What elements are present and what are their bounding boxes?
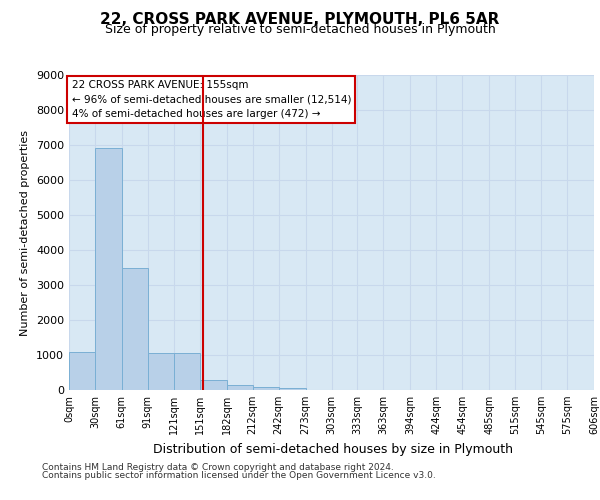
Bar [253,386,278,390]
Bar [148,353,174,390]
Bar [95,148,122,390]
Bar [227,385,253,390]
Text: Distribution of semi-detached houses by size in Plymouth: Distribution of semi-detached houses by … [153,442,513,456]
Bar [200,380,227,390]
Bar [122,268,148,390]
Bar [278,388,305,390]
Bar [69,352,95,390]
Text: Contains HM Land Registry data © Crown copyright and database right 2024.: Contains HM Land Registry data © Crown c… [42,464,394,472]
Text: 22, CROSS PARK AVENUE, PLYMOUTH, PL6 5AR: 22, CROSS PARK AVENUE, PLYMOUTH, PL6 5AR [100,12,500,28]
Bar [174,353,200,390]
Text: 22 CROSS PARK AVENUE: 155sqm
← 96% of semi-detached houses are smaller (12,514)
: 22 CROSS PARK AVENUE: 155sqm ← 96% of se… [71,80,351,120]
Y-axis label: Number of semi-detached properties: Number of semi-detached properties [20,130,31,336]
Text: Size of property relative to semi-detached houses in Plymouth: Size of property relative to semi-detach… [104,22,496,36]
Text: Contains public sector information licensed under the Open Government Licence v3: Contains public sector information licen… [42,471,436,480]
